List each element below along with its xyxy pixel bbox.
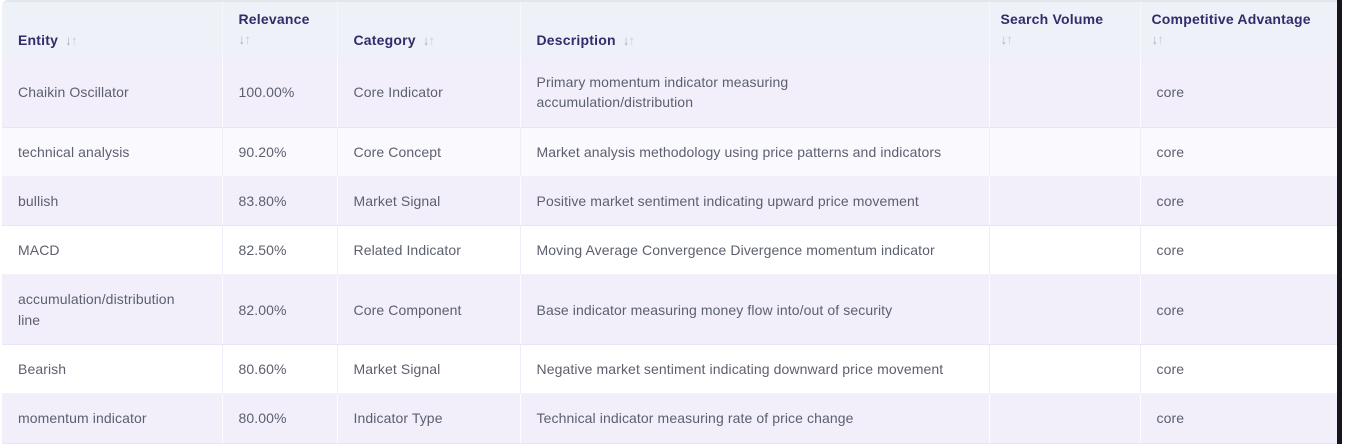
table-row: Bearish 80.60% Market Signal Negative ma… [2, 344, 1337, 395]
header-row: Entity ↓↑ Relevance ↓↑ Category ↓↑ Descript… [2, 2, 1337, 58]
cell-entity: momentum indicator [2, 393, 223, 444]
cell-description: Technical indicator measuring rate of pr… [520, 393, 990, 444]
cell-competitive-advantage: core [1140, 393, 1337, 444]
cell-relevance: 90.20% [222, 127, 338, 177]
cell-competitive-advantage: core [1140, 344, 1337, 395]
sort-down-icon: ↓ [1151, 32, 1159, 47]
cell-search-volume [989, 344, 1141, 395]
cell-entity: MACD [2, 225, 223, 276]
sort-arrows-icon[interactable]: ↓↑ [65, 33, 77, 48]
sort-down-icon: ↓ [65, 33, 72, 48]
cell-search-volume [989, 274, 1141, 346]
cell-description: Market analysis methodology using price … [520, 127, 990, 177]
cell-search-volume [989, 393, 1141, 444]
sort-arrows-icon[interactable]: ↓↑ [1152, 31, 1328, 48]
sort-up-icon: ↑ [1157, 32, 1164, 47]
column-header-search-volume[interactable]: Search Volume ↓↑ [989, 2, 1141, 58]
column-header-competitive-advantage[interactable]: Competitive Advantage ↓↑ [1140, 2, 1337, 58]
cell-entity: technical analysis [2, 127, 223, 177]
table-row: MACD 82.50% Related Indicator Moving Ave… [2, 225, 1337, 276]
cell-search-volume [989, 127, 1141, 177]
column-header-entity[interactable]: Entity ↓↑ [2, 2, 223, 58]
sort-down-icon: ↓ [1000, 32, 1008, 47]
column-label: Relevance [238, 11, 310, 27]
cell-description: Primary momentum indicator measuring acc… [520, 58, 990, 128]
cell-relevance: 82.50% [222, 225, 338, 276]
cell-relevance: 100.00% [222, 58, 338, 128]
column-label: Search Volume [1000, 11, 1104, 27]
table-row: bullish 83.80% Market Signal Positive ma… [2, 176, 1337, 227]
cell-competitive-advantage: core [1140, 176, 1337, 227]
column-header-relevance[interactable]: Relevance ↓↑ [222, 2, 338, 58]
cell-category: Core Component [337, 274, 521, 346]
cell-category: Related Indicator [337, 225, 521, 276]
sort-up-icon: ↑ [70, 33, 78, 48]
sort-down-icon: ↓ [622, 33, 630, 48]
column-label: Description [536, 32, 616, 48]
cell-description: Negative market sentiment indicating dow… [520, 344, 990, 395]
sort-arrows-icon[interactable]: ↓↑ [239, 31, 327, 48]
cell-search-volume [989, 176, 1141, 227]
sort-arrows-icon[interactable]: ↓↑ [423, 33, 435, 48]
cell-category: Indicator Type [337, 393, 521, 444]
sort-down-icon: ↓ [238, 32, 246, 47]
window-right-edge [1337, 0, 1342, 444]
cell-category: Core Indicator [337, 58, 521, 128]
table-row: technical analysis 90.20% Core Concept M… [2, 127, 1337, 177]
cell-entity: Chaikin Oscillator [2, 58, 223, 128]
sort-down-icon: ↓ [422, 33, 430, 48]
column-label: Category [353, 32, 416, 48]
cell-entity: accumulation/distribution line [2, 274, 223, 346]
column-label: Entity [18, 32, 59, 48]
table-row: Chaikin Oscillator 100.00% Core Indicato… [2, 58, 1337, 128]
cell-category: Market Signal [337, 344, 521, 395]
cell-search-volume [989, 58, 1141, 128]
table-row: accumulation/distribution line 82.00% Co… [2, 274, 1337, 346]
cell-description: Base indicator measuring money flow into… [520, 274, 990, 346]
sort-up-icon: ↑ [428, 33, 436, 48]
cell-category: Core Concept [337, 127, 521, 177]
cell-relevance: 82.00% [222, 274, 338, 346]
cell-relevance: 80.00% [222, 393, 338, 444]
sort-arrows-icon[interactable]: ↓↑ [623, 33, 635, 48]
sort-arrows-icon[interactable]: ↓↑ [1001, 31, 1130, 48]
sort-up-icon: ↑ [628, 33, 635, 48]
cell-competitive-advantage: core [1140, 274, 1337, 346]
table-body: Chaikin Oscillator 100.00% Core Indicato… [2, 58, 1337, 444]
cell-competitive-advantage: core [1140, 225, 1337, 276]
sort-up-icon: ↑ [1006, 32, 1013, 47]
cell-competitive-advantage: core [1140, 127, 1337, 177]
cell-category: Market Signal [337, 176, 521, 227]
cell-relevance: 80.60% [222, 344, 338, 395]
column-label: Competitive Advantage [1151, 11, 1311, 27]
table-row: momentum indicator 80.00% Indicator Type… [2, 393, 1337, 444]
cell-relevance: 83.80% [222, 176, 338, 227]
cell-entity: bullish [2, 176, 223, 227]
sort-up-icon: ↑ [244, 32, 251, 47]
column-header-category[interactable]: Category ↓↑ [337, 2, 521, 58]
column-header-description[interactable]: Description ↓↑ [520, 2, 990, 58]
table-header: Entity ↓↑ Relevance ↓↑ Category ↓↑ Descript… [2, 2, 1337, 58]
cell-competitive-advantage: core [1140, 58, 1337, 128]
cell-description: Positive market sentiment indicating upw… [520, 176, 990, 227]
cell-entity: Bearish [2, 344, 223, 395]
cell-description: Moving Average Convergence Divergence mo… [520, 225, 990, 276]
cell-search-volume [989, 225, 1141, 276]
